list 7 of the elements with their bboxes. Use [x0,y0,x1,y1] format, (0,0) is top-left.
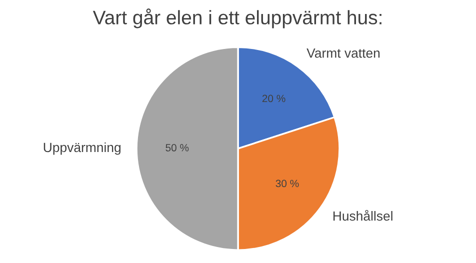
data-label: 50 % [166,144,189,152]
slice-label: Hushållsel [333,210,392,221]
slice-label: Varmt vatten [306,48,380,58]
data-label: 20 % [262,94,286,102]
slice-label: Uppvärmning [44,142,120,155]
data-label: 30 % [276,180,299,188]
chart-title: Vart går elen i ett eluppvärmt hus: [92,8,382,28]
